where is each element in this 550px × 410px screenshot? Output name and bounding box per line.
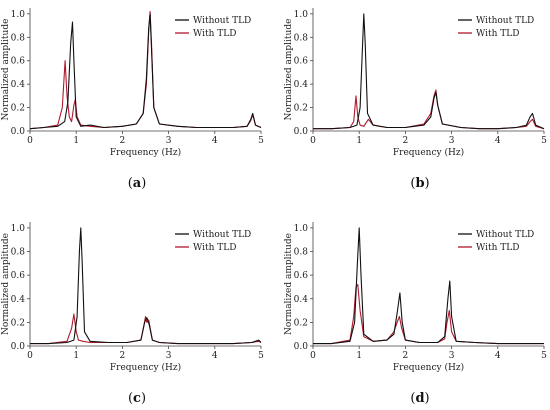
y-tick-label: 0.0 (11, 342, 26, 352)
y-tick-label: 0.0 (294, 342, 309, 352)
legend-entry: Without TLD (476, 16, 534, 26)
legend-entry: With TLD (193, 29, 236, 39)
y-tick-label: 0.8 (11, 248, 26, 258)
panel-c: 0 1 2 3 4 5 0.0 0.2 0.4 0.6 0.8 1.0 Frequency (Hz) No… (1, 222, 264, 406)
series-line-without-tld (30, 227, 262, 345)
y-tick-label: 0.2 (294, 318, 308, 328)
y-tick-label: 1.0 (11, 224, 26, 234)
x-tick-label: 5 (258, 351, 264, 361)
y-tick-label: 0.6 (11, 271, 26, 281)
panel-label: (b) (410, 176, 429, 191)
x-axis-label: Frequency (Hz) (393, 147, 464, 158)
x-axis-label: Frequency (Hz) (110, 362, 181, 373)
series-line-with-tld (30, 313, 262, 345)
x-tick-label: 2 (120, 136, 126, 146)
y-tick-label: 0.0 (11, 127, 26, 137)
y-tick-label: 1.0 (11, 10, 26, 20)
legend-entry: With TLD (476, 243, 519, 253)
y-tick-label: 0.4 (11, 295, 26, 305)
y-axis-label: Normalized amplitude (1, 19, 11, 121)
panel-a: 0 1 2 3 4 5 0.0 0.2 0.4 0.6 0.8 1.0 Frequency (Hz) No… (1, 8, 264, 191)
x-tick-label: 4 (495, 136, 501, 146)
x-tick-label: 5 (258, 136, 264, 146)
x-tick-label: 1 (73, 351, 79, 361)
legend-entry: Without TLD (476, 230, 534, 240)
x-tick-label: 1 (356, 351, 362, 361)
x-tick-label: 3 (166, 136, 172, 146)
panel-d: 0 1 2 3 4 5 0.0 0.2 0.4 0.6 0.8 1.0 Frequency (Hz) No… (284, 222, 547, 406)
legend-entry: Without TLD (193, 230, 251, 240)
y-tick-label: 0.2 (11, 318, 25, 328)
series-line-with-tld (313, 89, 545, 130)
x-tick-label: 0 (27, 136, 33, 146)
x-tick-label: 3 (166, 351, 172, 361)
x-tick-label: 5 (541, 136, 547, 146)
x-tick-label: 3 (449, 351, 455, 361)
y-tick-label: 0.8 (11, 33, 26, 43)
y-axis-label: Normalized amplitude (284, 233, 294, 335)
x-tick-label: 2 (403, 351, 409, 361)
series-line-without-tld (29, 13, 262, 130)
x-tick-label: 3 (449, 136, 455, 146)
panel-label: (a) (128, 176, 147, 191)
x-tick-label: 4 (495, 351, 501, 361)
x-tick-label: 0 (310, 136, 316, 146)
y-tick-label: 0.4 (294, 295, 309, 305)
series-line-with-tld (313, 284, 544, 345)
x-tick-label: 4 (212, 351, 218, 361)
y-tick-label: 0.8 (294, 33, 309, 43)
legend-entry: With TLD (193, 243, 236, 253)
panel-label: (d) (410, 391, 429, 406)
y-tick-label: 1.0 (294, 224, 309, 234)
x-tick-label: 0 (27, 351, 33, 361)
x-axis-label: Frequency (Hz) (393, 362, 464, 373)
x-tick-label: 5 (541, 351, 547, 361)
panel-b: 0 1 2 3 4 5 0.0 0.2 0.4 0.6 0.8 1.0 Frequency (Hz) No… (284, 8, 547, 191)
y-tick-label: 0.6 (294, 57, 309, 67)
y-tick-label: 0.8 (294, 248, 309, 258)
y-tick-label: 0.4 (294, 80, 309, 90)
y-tick-label: 0.6 (11, 57, 26, 67)
panel-label: (c) (128, 391, 146, 406)
x-tick-label: 4 (212, 136, 218, 146)
x-tick-label: 0 (310, 351, 316, 361)
y-axis-label: Normalized amplitude (284, 19, 294, 121)
y-tick-label: 0.6 (294, 271, 309, 281)
y-tick-label: 0.0 (294, 127, 309, 137)
legend-entry: Without TLD (193, 16, 251, 26)
y-tick-label: 1.0 (294, 10, 309, 20)
y-tick-label: 0.4 (11, 80, 26, 90)
y-axis-label: Normalized amplitude (1, 233, 11, 335)
series-line-without-tld (313, 13, 545, 130)
series-line-without-tld (313, 227, 544, 345)
y-tick-label: 0.2 (294, 104, 308, 114)
x-tick-label: 1 (356, 136, 362, 146)
x-tick-label: 2 (403, 136, 409, 146)
x-tick-label: 1 (73, 136, 79, 146)
x-tick-label: 2 (120, 351, 126, 361)
y-tick-label: 0.2 (11, 104, 25, 114)
x-axis-label: Frequency (Hz) (110, 147, 181, 158)
legend-entry: With TLD (476, 29, 519, 39)
